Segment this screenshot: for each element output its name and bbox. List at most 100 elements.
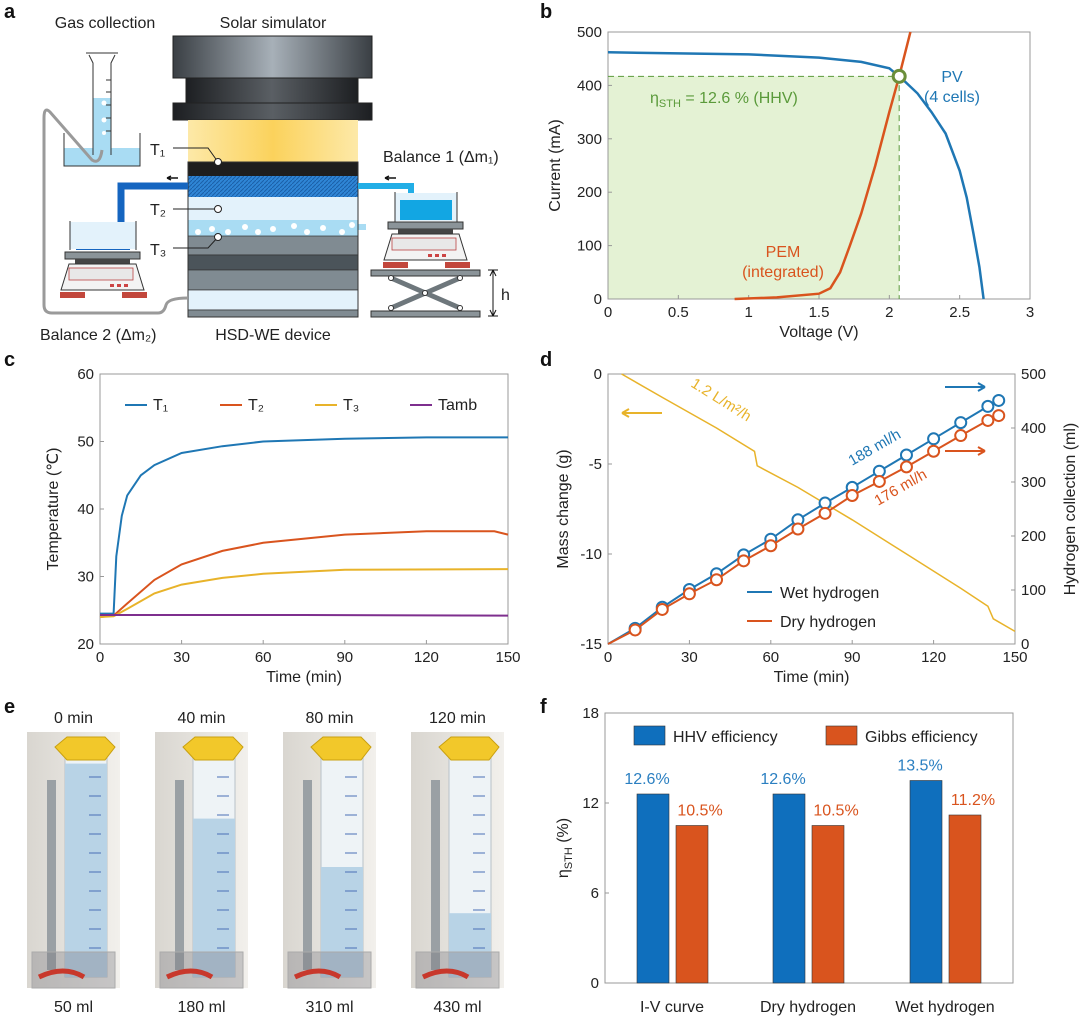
x-axis-label: Time (min): [266, 669, 342, 686]
legend-label: T₂: [248, 397, 264, 414]
red-tube: [37, 968, 86, 980]
data-point: [927, 432, 941, 446]
series-line: [99, 530, 509, 618]
data-point: [981, 399, 995, 413]
t2-label: T₂: [150, 202, 166, 219]
yellow-collar: [54, 736, 116, 761]
balance-1-icon: [383, 221, 470, 268]
x-tick-label: 0: [96, 649, 104, 666]
panel-letter-e: e: [4, 696, 15, 718]
data-point: [899, 460, 913, 474]
series-line-pem: [734, 31, 912, 301]
device-label: HSD-WE device: [215, 327, 331, 344]
water-column: [65, 763, 107, 977]
eta-subscript: STH: [563, 847, 575, 869]
eta-symbol: η: [555, 869, 572, 878]
chart-f-efficiency: 0 6 12 18 I-V curve Dry hydrogen Wet hydrogen 1…: [555, 705, 1014, 1016]
x-tick-label: 150: [495, 649, 520, 666]
bar-gibbs: [811, 825, 845, 984]
bar-gibbs: [948, 814, 982, 984]
y-tick-label: 6: [591, 885, 599, 902]
y2-tick-label: 100: [1021, 582, 1046, 599]
data-point: [737, 554, 751, 568]
data-point: [818, 506, 832, 520]
panel-letter-f: f: [540, 696, 547, 718]
x-tick-label: 150: [1002, 649, 1027, 666]
operating-point-marker: [891, 68, 907, 84]
x-tick-label: 2.5: [949, 304, 970, 321]
bar-value-label: 10.5%: [813, 803, 858, 820]
photo-graduated-cylinder: [411, 732, 504, 989]
y-tick-label: 18: [582, 705, 599, 722]
data-point: [927, 444, 941, 458]
bar-value-label: 13.5%: [897, 758, 942, 775]
eta-value: = 12.6 % (HHV): [681, 90, 798, 107]
bar-value-label: 12.6%: [624, 771, 669, 788]
balance-2-label: Balance 2 (Δm₂): [40, 327, 157, 344]
data-point: [872, 474, 886, 488]
water-column: [193, 818, 235, 977]
bar-gibbs: [675, 825, 709, 984]
bar-value-label: 12.6%: [760, 771, 805, 788]
photo-volume-label: 430 ml: [433, 999, 481, 1016]
y-tick-label: 400: [577, 77, 602, 94]
legend-label: Wet hydrogen: [780, 585, 879, 602]
height-label: h: [501, 287, 510, 304]
y-tick-label: 40: [77, 501, 94, 518]
y-tick-label: -15: [580, 636, 602, 653]
x-tick-label: 1: [744, 304, 752, 321]
x-tick-label: 0: [604, 304, 612, 321]
y-tick-label: 500: [577, 24, 602, 41]
right-axis-arrow-wet-icon: [945, 382, 986, 392]
solar-simulator-label: Solar simulator: [220, 15, 327, 32]
y2-tick-label: 300: [1021, 474, 1046, 491]
data-point: [682, 587, 696, 601]
legend-label: HHV efficiency: [673, 729, 778, 746]
x-tick-label: 0.5: [668, 304, 689, 321]
unit: (%): [555, 818, 572, 847]
t2-sensor-icon: [214, 205, 222, 213]
balance-2-icon: [60, 251, 147, 298]
plot-frame: [99, 373, 509, 645]
pv-sublabel: (4 cells): [924, 89, 980, 106]
photo-graduated-cylinder: [155, 732, 248, 989]
data-point: [981, 413, 995, 427]
x-tick-label: 2: [885, 304, 893, 321]
reservoir-1-icon: [394, 192, 458, 222]
data-point: [655, 602, 669, 616]
t1-sensor-icon: [214, 158, 222, 166]
stand-rod: [431, 780, 440, 970]
x-tick-label: 30: [173, 649, 190, 666]
chart-b-iv-curve: 0 0.5 1 1.5 2 2.5 3 0 100 200 300 400 500 Voltage (V)…: [547, 24, 1034, 341]
series-line: [100, 614, 509, 617]
sth-efficiency-area: [608, 76, 900, 300]
photo-volume-label: 180 ml: [177, 999, 225, 1016]
data-point: [899, 448, 913, 462]
y-tick-label: 50: [77, 434, 94, 451]
y-tick-label: 200: [577, 184, 602, 201]
plot-frame: [607, 373, 1016, 645]
y2-tick-label: 400: [1021, 420, 1046, 437]
gas-collection-cylinder-icon: [63, 52, 141, 167]
panel-a-diagram: a Gas collection Solar simulator: [4, 1, 510, 344]
y2-axis-label: Hydrogen collection (ml): [1062, 423, 1079, 596]
data-point: [845, 489, 859, 502]
y2-tick-label: 200: [1021, 528, 1046, 545]
photo-volume-label: 310 ml: [305, 999, 353, 1016]
eta-subscript: STH: [659, 98, 681, 110]
eta-symbol: η: [650, 90, 659, 107]
y-tick-label: 0: [591, 975, 599, 992]
gas-tube-icon: [42, 108, 189, 315]
y-tick-label: -5: [589, 456, 602, 473]
y-axis-label: Mass change (g): [555, 449, 572, 568]
pv-label: PV: [941, 69, 963, 86]
stand-rod: [175, 780, 184, 970]
series-line: [100, 436, 508, 615]
t3-sensor-icon: [214, 233, 222, 241]
x-tick-label: 3: [1026, 304, 1034, 321]
thermocouples: [173, 147, 222, 249]
y-tick-label: 0: [594, 366, 602, 383]
x-axis-label: Time (min): [774, 669, 850, 686]
photo-time-label: 0 min: [54, 710, 93, 727]
y-tick-label: 60: [77, 366, 94, 383]
